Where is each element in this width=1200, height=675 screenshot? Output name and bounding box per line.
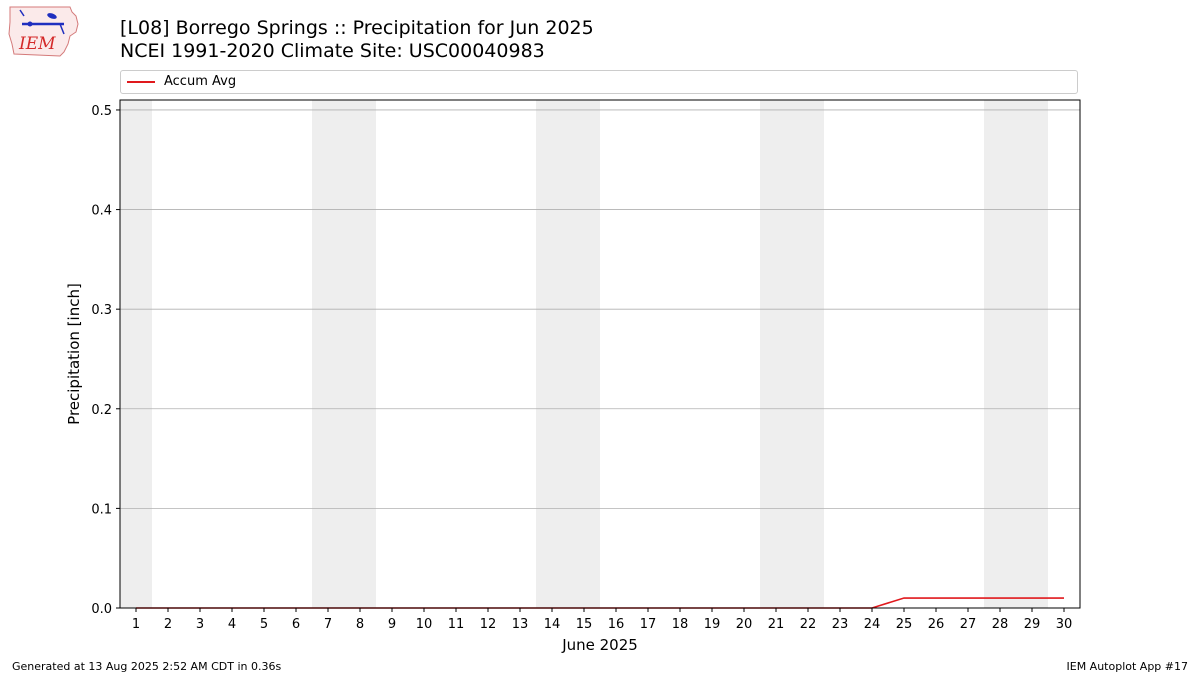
weekend-band-28 xyxy=(984,100,1016,608)
y-tick-label: 0.0 xyxy=(91,602,112,617)
y-tick-label: 0.2 xyxy=(91,403,112,418)
x-tick-label: 5 xyxy=(260,617,268,632)
x-tick-label: 3 xyxy=(196,617,204,632)
y-axis-label: Precipitation [inch] xyxy=(65,283,83,425)
weekend-band-7 xyxy=(312,100,344,608)
y-tick-label: 0.4 xyxy=(91,204,112,219)
y-tick-label: 0.1 xyxy=(91,502,112,517)
x-tick-label: 26 xyxy=(928,617,945,632)
x-tick-label: 11 xyxy=(448,617,465,632)
x-tick-label: 27 xyxy=(960,617,977,632)
logo-text: IEM xyxy=(18,34,56,54)
weekend-band-21 xyxy=(760,100,792,608)
x-tick-label: 16 xyxy=(608,617,625,632)
x-tick-label: 9 xyxy=(388,617,396,632)
y-tick-label: 0.5 xyxy=(91,104,112,119)
x-tick-label: 7 xyxy=(324,617,332,632)
legend-label-accum-avg: Accum Avg xyxy=(164,74,237,89)
x-tick-label: 1 xyxy=(132,617,140,632)
x-tick-label: 8 xyxy=(356,617,364,632)
x-tick-label: 25 xyxy=(896,617,913,632)
x-tick-label: 4 xyxy=(228,617,236,632)
x-tick-label: 10 xyxy=(416,617,433,632)
weekend-band-22 xyxy=(792,100,824,608)
x-tick-label: 18 xyxy=(672,617,689,632)
x-tick-label: 12 xyxy=(480,617,497,632)
weekend-band-15 xyxy=(568,100,600,608)
weekend-band-14 xyxy=(536,100,568,608)
x-tick-label: 19 xyxy=(704,617,721,632)
y-tick-label: 0.3 xyxy=(91,303,112,318)
chart-legend: Accum Avg xyxy=(120,70,1078,94)
x-tick-label: 22 xyxy=(800,617,817,632)
x-axis-label: June 2025 xyxy=(561,636,638,654)
x-tick-label: 17 xyxy=(640,617,657,632)
chart-title-line-2: NCEI 1991-2020 Climate Site: USC00040983 xyxy=(120,40,545,62)
x-tick-label: 13 xyxy=(512,617,529,632)
weekend-band-1 xyxy=(120,100,152,608)
x-tick-label: 20 xyxy=(736,617,753,632)
x-tick-label: 29 xyxy=(1024,617,1041,632)
iowa-state-outline xyxy=(8,6,79,57)
x-tick-label: 24 xyxy=(864,617,881,632)
chart-title-line-1: [L08] Borrego Springs :: Precipitation f… xyxy=(120,17,594,39)
footer-generated-text: Generated at 13 Aug 2025 2:52 AM CDT in … xyxy=(12,660,282,673)
x-tick-label: 23 xyxy=(832,617,849,632)
x-tick-label: 2 xyxy=(164,617,172,632)
legend-swatch-accum-avg xyxy=(127,81,155,83)
x-tick-label: 15 xyxy=(576,617,593,632)
x-tick-label: 30 xyxy=(1056,617,1073,632)
weekend-band-29 xyxy=(1016,100,1048,608)
x-tick-label: 28 xyxy=(992,617,1009,632)
x-tick-label: 6 xyxy=(292,617,300,632)
weekend-band-8 xyxy=(344,100,376,608)
anemometer-icon xyxy=(27,21,33,27)
x-tick-label: 14 xyxy=(544,617,561,632)
footer-app-label: IEM Autoplot App #17 xyxy=(1066,660,1189,673)
iem-logo: IEM xyxy=(8,6,79,57)
weather-vane-icon xyxy=(47,13,57,19)
x-tick-label: 21 xyxy=(768,617,785,632)
plot-frame xyxy=(119,99,1081,609)
